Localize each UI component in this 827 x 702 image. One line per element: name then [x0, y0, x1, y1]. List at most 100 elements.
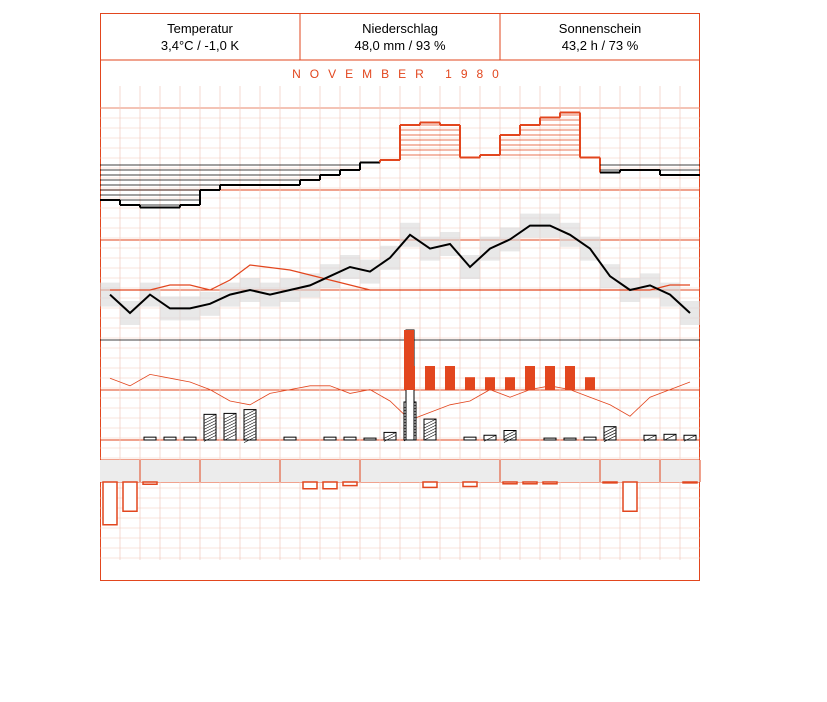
sunshine-bar: [102, 481, 118, 526]
precip-hatch: [603, 435, 617, 442]
precip-hatch: [383, 435, 397, 442]
wind-peak-bar: [545, 366, 555, 390]
precip-hatch: [223, 419, 237, 426]
precip-hatch: [423, 427, 437, 435]
precip-hatch: [223, 416, 237, 423]
precip-hatch: [203, 435, 217, 442]
wind-peak-bar: [404, 330, 414, 390]
precip-hatch: [203, 417, 217, 424]
header-precipitation-label: Niederschlag: [362, 21, 438, 36]
precip-hatch: [203, 423, 217, 430]
precip-bar: [323, 436, 337, 441]
wind-peak-bar: [405, 366, 415, 390]
precip-hatch: [243, 436, 257, 443]
precip-hatch: [243, 409, 257, 416]
precip-hatch: [223, 428, 237, 435]
wind-peak-bar: [565, 366, 575, 390]
pressure-line: [109, 373, 691, 421]
temperature-line: [109, 224, 691, 315]
header-temperature-value: 3,4°C / -1,0 K: [160, 38, 240, 53]
precip-hatch: [603, 429, 617, 436]
precip-hatch: [223, 422, 237, 429]
snow-depth-line: [110, 264, 690, 291]
precip-hatch: [643, 434, 657, 442]
sunshine-bar: [422, 481, 438, 489]
precip-hatch: [243, 433, 257, 440]
sunshine-bar: [542, 481, 558, 485]
precip-hatch: [203, 420, 217, 427]
precip-bar: [383, 431, 397, 441]
precip-bar: [283, 436, 297, 441]
precip-bar: [463, 436, 477, 441]
precip-bar: [483, 434, 497, 441]
precip-bar: [423, 418, 437, 441]
wind-peak-bar: [525, 366, 535, 390]
month-title: NOVEMBER 1980: [292, 67, 508, 81]
precip-hatch: [383, 432, 397, 439]
precip-hatch: [243, 418, 257, 425]
precip-hatch: [423, 433, 437, 441]
precip-hatch: [663, 434, 677, 441]
precip-bar: [363, 437, 377, 441]
precip-hatch: [203, 426, 217, 433]
sunshine-bar: [342, 481, 358, 487]
precip-hatch: [203, 432, 217, 439]
precip-hatch: [603, 426, 617, 433]
precip-bar: [183, 436, 197, 441]
precip-bar: [163, 436, 177, 441]
sunshine-bar: [522, 481, 538, 485]
header-precipitation-value: 48,0 mm / 93 %: [354, 38, 446, 53]
wind-peak-bar: [425, 366, 435, 390]
header-sunshine-value: 43,2 h / 73 %: [561, 38, 639, 53]
sunshine-bar: [142, 481, 158, 485]
sunshine-bar: [302, 481, 318, 490]
sunshine-bar: [622, 481, 638, 512]
precip-bar: [583, 436, 597, 441]
precip-hatch: [243, 421, 257, 428]
precip-hatch: [603, 432, 617, 439]
sunshine-bar: [602, 481, 618, 484]
precip-bar: [503, 430, 517, 441]
precip-hatch: [243, 424, 257, 431]
precip-hatch: [423, 430, 437, 438]
sunshine-bar: [462, 481, 478, 488]
precip-bar: [543, 437, 557, 441]
precip-bar: [643, 434, 657, 441]
precip-hatch: [503, 430, 517, 437]
header-sunshine-label: Sonnenschein: [558, 21, 642, 36]
header-sunshine: Sonnenschein 43,2 h / 73 %: [500, 13, 700, 60]
precip-hatch: [503, 433, 517, 440]
precip-hatch: [203, 429, 217, 436]
header-temperature: Temperatur 3,4°C / -1,0 K: [100, 13, 300, 60]
precip-hatch: [243, 430, 257, 437]
sunshine-bar: [122, 481, 138, 512]
precip-hatch: [243, 427, 257, 434]
wind-peak-bar: [505, 377, 515, 390]
precip-hatch: [223, 434, 237, 441]
precip-hatch: [243, 415, 257, 422]
precip-bar: [343, 436, 357, 441]
precip-hatch: [683, 434, 697, 442]
precip-hatch: [423, 424, 437, 432]
wind-peak-bar: [485, 377, 495, 390]
wind-peak-bar: [445, 366, 455, 390]
header-precipitation: Niederschlag 48,0 mm / 93 %: [300, 13, 500, 60]
sunshine-bar: [502, 481, 518, 485]
precip-bar: [683, 434, 697, 441]
precip-bar: [563, 437, 577, 441]
precip-hatch: [223, 413, 237, 420]
precip-bar: [603, 426, 617, 441]
sunshine-bar: [322, 481, 338, 490]
precip-hatch: [223, 425, 237, 432]
wind-peak-bar: [465, 377, 475, 390]
header-temperature-label: Temperatur: [167, 21, 233, 36]
precip-hatch: [223, 431, 237, 438]
precip-bar: [143, 436, 157, 441]
precip-hatch: [423, 418, 437, 426]
precip-hatch: [243, 412, 257, 419]
weather-type-band: [100, 460, 700, 482]
wind-peak-bar: [585, 377, 595, 390]
precip-hatch: [503, 436, 517, 443]
sunshine-bar: [682, 481, 698, 484]
